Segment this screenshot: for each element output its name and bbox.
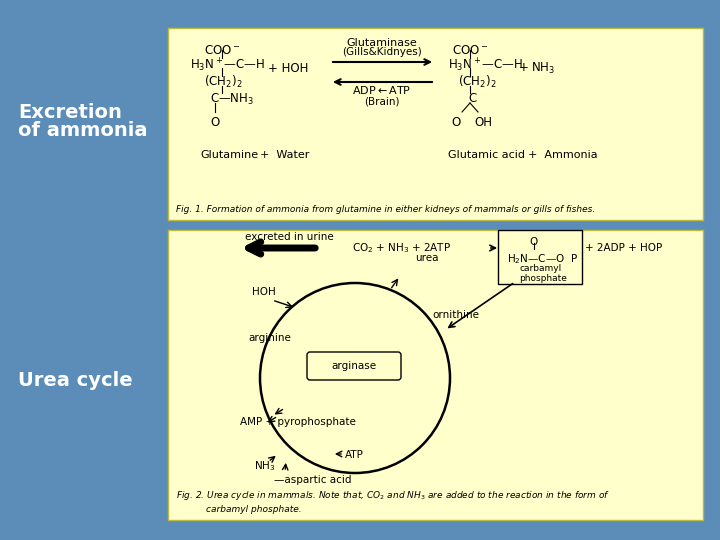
- Text: ATP: ATP: [345, 450, 364, 460]
- Text: AMP + pyrophosphate: AMP + pyrophosphate: [240, 417, 356, 427]
- Text: + 2ADP + HOP: + 2ADP + HOP: [585, 243, 662, 253]
- Text: HOH: HOH: [252, 287, 276, 297]
- Text: Fig. 1. Formation of ammonia from glutamine in either kidneys of mammals or gill: Fig. 1. Formation of ammonia from glutam…: [176, 205, 595, 214]
- Text: CO$_2$ + NH$_3$ + 2ATP: CO$_2$ + NH$_3$ + 2ATP: [352, 241, 451, 255]
- Text: +  Water: + Water: [260, 150, 310, 160]
- Text: O: O: [530, 237, 538, 247]
- Text: Glutaminase: Glutaminase: [346, 38, 418, 48]
- Text: (Gills&Kidnyes): (Gills&Kidnyes): [342, 47, 422, 57]
- Text: carbamyl phosphate.: carbamyl phosphate.: [206, 505, 302, 514]
- Text: of ammonia: of ammonia: [18, 120, 148, 139]
- Text: H$_2$N—C—O  P: H$_2$N—C—O P: [507, 252, 578, 266]
- FancyBboxPatch shape: [307, 352, 401, 380]
- Text: urea: urea: [415, 253, 438, 263]
- Text: carbamyl: carbamyl: [519, 264, 562, 273]
- Text: phosphate: phosphate: [519, 274, 567, 283]
- FancyBboxPatch shape: [168, 28, 703, 220]
- Text: ornithine: ornithine: [432, 310, 479, 320]
- Text: (CH$_2$)$_2$: (CH$_2$)$_2$: [458, 74, 497, 90]
- Text: (CH$_2$)$_2$: (CH$_2$)$_2$: [204, 74, 243, 90]
- Text: OH: OH: [474, 116, 492, 129]
- Text: COO$^-$: COO$^-$: [204, 44, 240, 57]
- Text: +  Ammonia: + Ammonia: [528, 150, 598, 160]
- Text: H$_3$N$^+$—C—H: H$_3$N$^+$—C—H: [448, 56, 523, 73]
- Text: (Brain): (Brain): [364, 96, 400, 106]
- Text: —aspartic acid: —aspartic acid: [274, 475, 351, 485]
- Text: Urea cycle: Urea cycle: [18, 370, 132, 389]
- Text: C—NH$_3$: C—NH$_3$: [210, 91, 254, 106]
- Text: H$_3$N$^+$—C—H: H$_3$N$^+$—C—H: [190, 56, 265, 73]
- Text: O: O: [210, 116, 220, 129]
- Text: Glutamic acid: Glutamic acid: [448, 150, 525, 160]
- Text: arginine: arginine: [248, 333, 291, 343]
- Text: Glutamine: Glutamine: [200, 150, 258, 160]
- Text: Fig. 2. Urea cycle in mammals. Note that, CO$_2$ and NH$_3$ are added to the rea: Fig. 2. Urea cycle in mammals. Note that…: [176, 489, 610, 502]
- Text: C: C: [468, 92, 476, 105]
- Text: COO$^-$: COO$^-$: [451, 44, 488, 57]
- Text: O: O: [451, 116, 461, 129]
- Text: NH$_3$: NH$_3$: [254, 459, 275, 473]
- Text: Excretion: Excretion: [18, 103, 122, 122]
- Text: + NH$_3$: + NH$_3$: [518, 60, 556, 76]
- Text: excreted in urine: excreted in urine: [245, 232, 334, 242]
- FancyBboxPatch shape: [168, 230, 703, 520]
- Text: + HOH: + HOH: [268, 62, 308, 75]
- Text: ADP$\leftarrow$ATP: ADP$\leftarrow$ATP: [352, 84, 412, 96]
- FancyBboxPatch shape: [498, 230, 582, 284]
- Text: arginase: arginase: [331, 361, 377, 371]
